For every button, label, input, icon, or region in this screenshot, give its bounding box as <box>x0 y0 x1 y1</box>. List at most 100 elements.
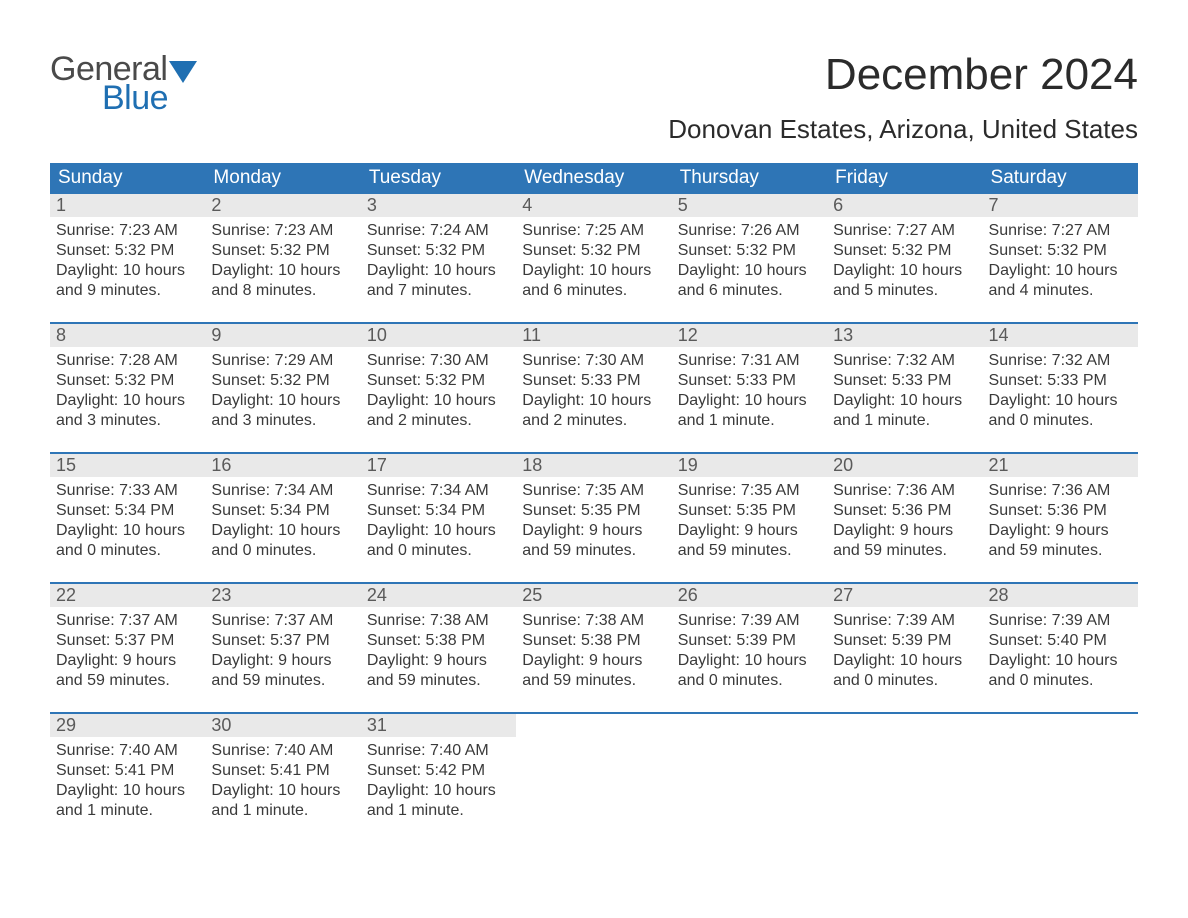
brand-part2: Blue <box>102 79 197 118</box>
sunset-text: Sunset: 5:34 PM <box>56 501 199 521</box>
day-number: 19 <box>672 454 827 477</box>
daylight-line1: Daylight: 10 hours <box>211 781 354 801</box>
day-number: 8 <box>50 324 205 347</box>
location-text: Donovan Estates, Arizona, United States <box>668 114 1138 145</box>
sunrise-text: Sunrise: 7:36 AM <box>989 481 1132 501</box>
sunrise-text: Sunrise: 7:37 AM <box>56 611 199 631</box>
day-number: 29 <box>50 714 205 737</box>
day-number: 4 <box>516 194 671 217</box>
day-number: 2 <box>205 194 360 217</box>
sunrise-text: Sunrise: 7:38 AM <box>367 611 510 631</box>
day-cell <box>516 714 671 842</box>
day-body: Sunrise: 7:37 AMSunset: 5:37 PMDaylight:… <box>205 607 360 697</box>
day-number: 14 <box>983 324 1138 347</box>
day-body: Sunrise: 7:40 AMSunset: 5:41 PMDaylight:… <box>205 737 360 827</box>
day-body: Sunrise: 7:39 AMSunset: 5:39 PMDaylight:… <box>672 607 827 697</box>
day-body: Sunrise: 7:33 AMSunset: 5:34 PMDaylight:… <box>50 477 205 567</box>
day-number: 20 <box>827 454 982 477</box>
day-number: 15 <box>50 454 205 477</box>
page-header: General Blue December 2024 Donovan Estat… <box>50 50 1138 145</box>
daylight-line1: Daylight: 10 hours <box>367 391 510 411</box>
sunset-text: Sunset: 5:37 PM <box>56 631 199 651</box>
day-cell: 11Sunrise: 7:30 AMSunset: 5:33 PMDayligh… <box>516 324 671 452</box>
day-body: Sunrise: 7:23 AMSunset: 5:32 PMDaylight:… <box>205 217 360 307</box>
day-body: Sunrise: 7:24 AMSunset: 5:32 PMDaylight:… <box>361 217 516 307</box>
day-cell: 10Sunrise: 7:30 AMSunset: 5:32 PMDayligh… <box>361 324 516 452</box>
sunrise-text: Sunrise: 7:34 AM <box>211 481 354 501</box>
daylight-line2: and 59 minutes. <box>522 541 665 561</box>
sunset-text: Sunset: 5:42 PM <box>367 761 510 781</box>
day-header: Friday <box>827 163 982 194</box>
daylight-line1: Daylight: 10 hours <box>367 261 510 281</box>
daylight-line2: and 1 minute. <box>56 801 199 821</box>
day-number: 25 <box>516 584 671 607</box>
sunset-text: Sunset: 5:35 PM <box>522 501 665 521</box>
day-cell: 2Sunrise: 7:23 AMSunset: 5:32 PMDaylight… <box>205 194 360 322</box>
daylight-line1: Daylight: 10 hours <box>833 261 976 281</box>
sunset-text: Sunset: 5:36 PM <box>833 501 976 521</box>
day-cell: 24Sunrise: 7:38 AMSunset: 5:38 PMDayligh… <box>361 584 516 712</box>
sunrise-text: Sunrise: 7:35 AM <box>522 481 665 501</box>
daylight-line1: Daylight: 10 hours <box>56 391 199 411</box>
day-cell: 3Sunrise: 7:24 AMSunset: 5:32 PMDaylight… <box>361 194 516 322</box>
daylight-line2: and 3 minutes. <box>56 411 199 431</box>
daylight-line2: and 59 minutes. <box>678 541 821 561</box>
day-cell: 22Sunrise: 7:37 AMSunset: 5:37 PMDayligh… <box>50 584 205 712</box>
daylight-line1: Daylight: 10 hours <box>989 651 1132 671</box>
day-body: Sunrise: 7:29 AMSunset: 5:32 PMDaylight:… <box>205 347 360 437</box>
sunrise-text: Sunrise: 7:38 AM <box>522 611 665 631</box>
sunset-text: Sunset: 5:38 PM <box>367 631 510 651</box>
day-number: 26 <box>672 584 827 607</box>
sunset-text: Sunset: 5:33 PM <box>522 371 665 391</box>
sunrise-text: Sunrise: 7:37 AM <box>211 611 354 631</box>
sunrise-text: Sunrise: 7:39 AM <box>678 611 821 631</box>
sunrise-text: Sunrise: 7:30 AM <box>522 351 665 371</box>
day-header: Tuesday <box>361 163 516 194</box>
day-cell: 1Sunrise: 7:23 AMSunset: 5:32 PMDaylight… <box>50 194 205 322</box>
day-body: Sunrise: 7:28 AMSunset: 5:32 PMDaylight:… <box>50 347 205 437</box>
daylight-line2: and 4 minutes. <box>989 281 1132 301</box>
day-cell: 19Sunrise: 7:35 AMSunset: 5:35 PMDayligh… <box>672 454 827 582</box>
sunrise-text: Sunrise: 7:31 AM <box>678 351 821 371</box>
day-number: 3 <box>361 194 516 217</box>
daylight-line2: and 2 minutes. <box>367 411 510 431</box>
day-body: Sunrise: 7:39 AMSunset: 5:40 PMDaylight:… <box>983 607 1138 697</box>
day-cell: 26Sunrise: 7:39 AMSunset: 5:39 PMDayligh… <box>672 584 827 712</box>
day-cell: 25Sunrise: 7:38 AMSunset: 5:38 PMDayligh… <box>516 584 671 712</box>
day-body: Sunrise: 7:39 AMSunset: 5:39 PMDaylight:… <box>827 607 982 697</box>
day-number: 12 <box>672 324 827 347</box>
sunset-text: Sunset: 5:41 PM <box>56 761 199 781</box>
sunset-text: Sunset: 5:32 PM <box>989 241 1132 261</box>
day-body: Sunrise: 7:40 AMSunset: 5:42 PMDaylight:… <box>361 737 516 827</box>
daylight-line2: and 0 minutes. <box>211 541 354 561</box>
sunset-text: Sunset: 5:34 PM <box>211 501 354 521</box>
sunrise-text: Sunrise: 7:40 AM <box>56 741 199 761</box>
daylight-line1: Daylight: 9 hours <box>989 521 1132 541</box>
day-body: Sunrise: 7:34 AMSunset: 5:34 PMDaylight:… <box>205 477 360 567</box>
daylight-line1: Daylight: 10 hours <box>522 261 665 281</box>
day-number: 1 <box>50 194 205 217</box>
sunrise-text: Sunrise: 7:23 AM <box>211 221 354 241</box>
daylight-line1: Daylight: 10 hours <box>56 781 199 801</box>
daylight-line2: and 7 minutes. <box>367 281 510 301</box>
sunset-text: Sunset: 5:39 PM <box>833 631 976 651</box>
day-cell: 31Sunrise: 7:40 AMSunset: 5:42 PMDayligh… <box>361 714 516 842</box>
title-block: December 2024 Donovan Estates, Arizona, … <box>668 50 1138 145</box>
day-body: Sunrise: 7:32 AMSunset: 5:33 PMDaylight:… <box>827 347 982 437</box>
day-body: Sunrise: 7:40 AMSunset: 5:41 PMDaylight:… <box>50 737 205 827</box>
day-header: Thursday <box>672 163 827 194</box>
daylight-line2: and 0 minutes. <box>367 541 510 561</box>
day-number <box>516 714 671 737</box>
day-cell: 9Sunrise: 7:29 AMSunset: 5:32 PMDaylight… <box>205 324 360 452</box>
day-number: 28 <box>983 584 1138 607</box>
day-body: Sunrise: 7:30 AMSunset: 5:32 PMDaylight:… <box>361 347 516 437</box>
sunrise-text: Sunrise: 7:33 AM <box>56 481 199 501</box>
daylight-line1: Daylight: 10 hours <box>678 651 821 671</box>
daylight-line2: and 0 minutes. <box>678 671 821 691</box>
sunrise-text: Sunrise: 7:30 AM <box>367 351 510 371</box>
sunset-text: Sunset: 5:32 PM <box>56 371 199 391</box>
day-body: Sunrise: 7:38 AMSunset: 5:38 PMDaylight:… <box>361 607 516 697</box>
daylight-line2: and 59 minutes. <box>989 541 1132 561</box>
day-header: Sunday <box>50 163 205 194</box>
daylight-line1: Daylight: 10 hours <box>678 391 821 411</box>
